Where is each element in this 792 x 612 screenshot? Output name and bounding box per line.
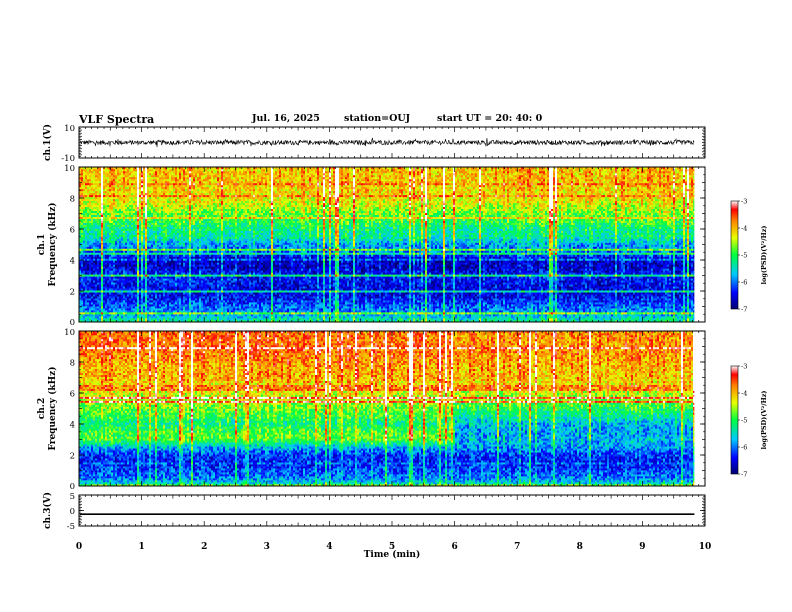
time-tick-label: 9 — [639, 542, 645, 552]
start-time-label: start UT = 20: 40: 0 — [437, 113, 542, 124]
colorbar-tick-label: -7 — [741, 471, 747, 479]
date-label: Jul. 16, 2025 — [252, 113, 320, 124]
station-label: station=OUJ — [344, 113, 410, 124]
ch1_spectrogram-ylabel-frequency: Frequency (kHz) — [47, 202, 58, 286]
time-tick-label: 5 — [389, 542, 395, 552]
ch1-waveform-panel: 10 -10 ch.1(V) — [42, 124, 706, 164]
time-axis: 0 1 2 3 4 5 6 7 8 9 10 Time (min) — [76, 542, 711, 560]
time-tick-label: 1 — [138, 542, 144, 552]
colorbar-gradient — [730, 200, 739, 310]
ch2_spectrogram-ytick-label: 8 — [70, 359, 75, 369]
ch1_spectrogram-ytick-label: 10 — [64, 164, 75, 174]
ch1_spectrogram-ytick-label: 0 — [70, 318, 75, 328]
ch3-waveform-ytick-label: -5 — [67, 522, 75, 532]
ch1-colorbar: -3 -4 -5 -6 -7 log(PSD)(V²/Hz) — [730, 198, 768, 314]
time-tick-label: 4 — [326, 542, 332, 552]
colorbar-tick-label: -4 — [741, 225, 747, 233]
ch2_spectrogram-ytick-label: 0 — [70, 482, 75, 492]
ch1_spectrogram-ytick-label: 2 — [70, 288, 75, 298]
ch3-waveform-ytick-label: 0 — [70, 507, 75, 517]
ch3-waveform-ytick-label: 5 — [70, 492, 75, 502]
ch1-waveform-ylabel: ch.1(V) — [42, 124, 53, 161]
colorbar-tick-label: -5 — [741, 252, 747, 260]
ch2-spectrogram-panel: 0 2 4 6 8 10 ch.2 Frequency (kHz) — [37, 328, 706, 492]
time-tick-label: 7 — [514, 542, 520, 552]
time-tick-label: 3 — [264, 542, 270, 552]
ch2_spectrogram-ytick-label: 10 — [64, 328, 75, 338]
ch2-colorbar: -3 -4 -5 -6 -7 log(PSD)(V²/Hz) — [730, 363, 768, 479]
time-tick-label: 2 — [201, 542, 207, 552]
ch1-waveform-ytick-label: -10 — [61, 154, 75, 164]
colorbar-tick-label: -3 — [741, 363, 747, 371]
ch1-waveform-ytick-label: 10 — [64, 124, 75, 134]
ch2_spectrogram-ytick-label: 2 — [70, 452, 75, 462]
ch2_spectrogram-cells — [79, 331, 695, 487]
colorbar-label: log(PSD)(V²/Hz) — [760, 226, 768, 285]
ch1-spectrogram-panel: 0 2 4 6 8 10 ch.1 Frequency (kHz) — [37, 164, 706, 328]
time-axis-label: Time (min) — [364, 549, 421, 560]
colorbar-tick-label: -5 — [741, 417, 747, 425]
ch1-waveform-line — [79, 137, 695, 148]
colorbar-tick-label: -3 — [741, 198, 747, 206]
ch3-waveform-panel: 5 0 -5 ch.3(V) — [42, 492, 706, 532]
colorbar-tick-label: -6 — [741, 279, 747, 287]
figure-title: VLF Spectra — [79, 113, 154, 126]
ch2_spectrogram-ylabel-channel: ch.2 — [37, 398, 47, 419]
time-tick-label: 8 — [577, 542, 583, 552]
ch1_spectrogram-ytick-label: 8 — [70, 195, 75, 205]
ch2_spectrogram-ytick-label: 6 — [70, 390, 75, 400]
ch1_spectrogram-ylabel-channel: ch.1 — [37, 234, 47, 255]
ch3-waveform-ylabel: ch.3(V) — [42, 492, 53, 529]
ch1_spectrogram-ytick-label: 6 — [70, 226, 75, 236]
colorbar-label: log(PSD)(V²/Hz) — [760, 391, 768, 450]
ch1_spectrogram-cells — [79, 167, 695, 323]
ch1_spectrogram-ytick-label: 4 — [70, 257, 75, 267]
colorbar-tick-label: -4 — [741, 390, 747, 398]
colorbar-gradient — [730, 365, 739, 475]
colorbar-tick-label: -6 — [741, 444, 747, 452]
time-tick-label: 0 — [76, 542, 82, 552]
time-tick-label: 6 — [451, 542, 457, 552]
ch2_spectrogram-ytick-label: 4 — [70, 421, 75, 431]
ch2_spectrogram-ylabel-frequency: Frequency (kHz) — [47, 366, 58, 450]
time-tick-label: 10 — [699, 542, 712, 552]
colorbar-tick-label: -7 — [741, 306, 747, 314]
